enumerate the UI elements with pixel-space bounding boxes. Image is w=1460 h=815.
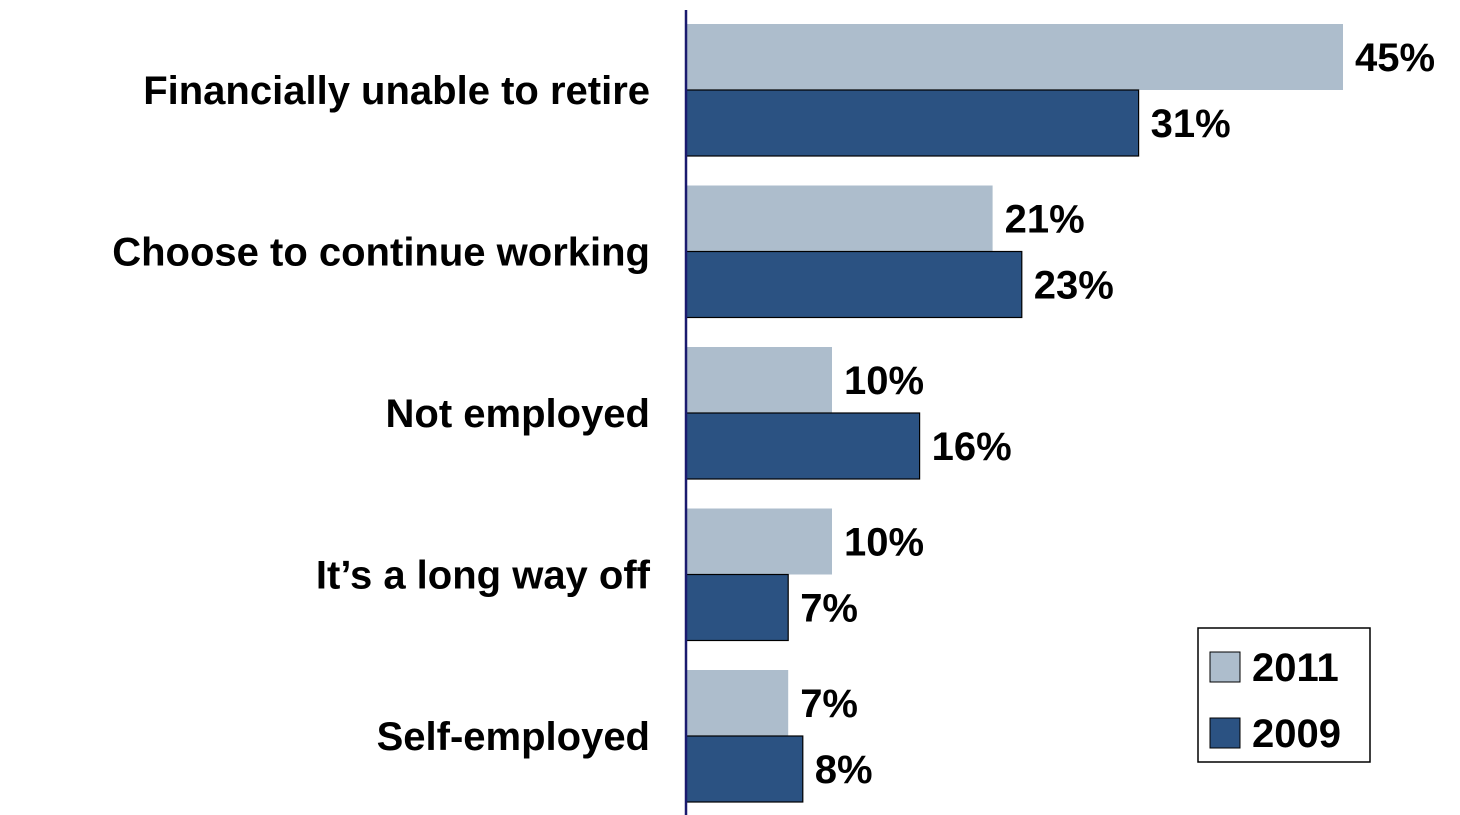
value-label-2011-financially-unable-to-retire: 45% <box>1355 36 1435 80</box>
bar-2009-not-employed <box>685 412 921 480</box>
legend-swatch-2009 <box>1209 717 1241 749</box>
bar-2011-financially-unable-to-retire <box>686 24 1343 90</box>
bar-2009-choose-to-continue-working <box>685 250 1023 319</box>
value-label-2011-not-employed: 10% <box>844 359 924 403</box>
category-label-financially-unable-to-retire: Financially unable to retire <box>143 69 650 113</box>
value-label-2009-self-employed: 8% <box>815 748 873 792</box>
legend-label-2009: 2009 <box>1252 712 1341 756</box>
category-label-not-employed: Not employed <box>386 392 650 436</box>
bar-2009-it-s-a-long-way-off <box>685 573 789 642</box>
bar-2011-not-employed <box>686 347 832 413</box>
bar-2009-financially-unable-to-retire <box>685 89 1140 157</box>
legend: 2011 2009 <box>1197 627 1371 763</box>
bar-2011-choose-to-continue-working <box>686 185 993 252</box>
value-label-2009-choose-to-continue-working: 23% <box>1034 264 1114 308</box>
category-label-it-s-a-long-way-off: It’s a long way off <box>316 554 651 598</box>
bar-2009-self-employed <box>685 735 804 803</box>
value-label-2011-choose-to-continue-working: 21% <box>1005 198 1085 242</box>
category-label-choose-to-continue-working: Choose to continue working <box>112 231 650 275</box>
legend-swatch-2011 <box>1209 651 1241 683</box>
value-label-2009-not-employed: 16% <box>932 425 1012 469</box>
bars <box>685 24 1343 803</box>
category-labels: Financially unable to retire Choose to co… <box>112 69 650 759</box>
legend-label-2011: 2011 <box>1252 646 1339 690</box>
value-label-2009-it-s-a-long-way-off: 7% <box>800 587 858 631</box>
value-labels: 45%31%21%23%10%16%10%7%7%8% <box>800 36 1435 792</box>
value-label-2009-financially-unable-to-retire: 31% <box>1151 102 1231 146</box>
category-label-self-employed: Self-employed <box>377 715 650 759</box>
value-label-2011-self-employed: 7% <box>800 682 858 726</box>
value-label-2011-it-s-a-long-way-off: 10% <box>844 521 924 565</box>
bar-2011-self-employed <box>686 670 789 736</box>
bar-2011-it-s-a-long-way-off <box>686 508 832 575</box>
